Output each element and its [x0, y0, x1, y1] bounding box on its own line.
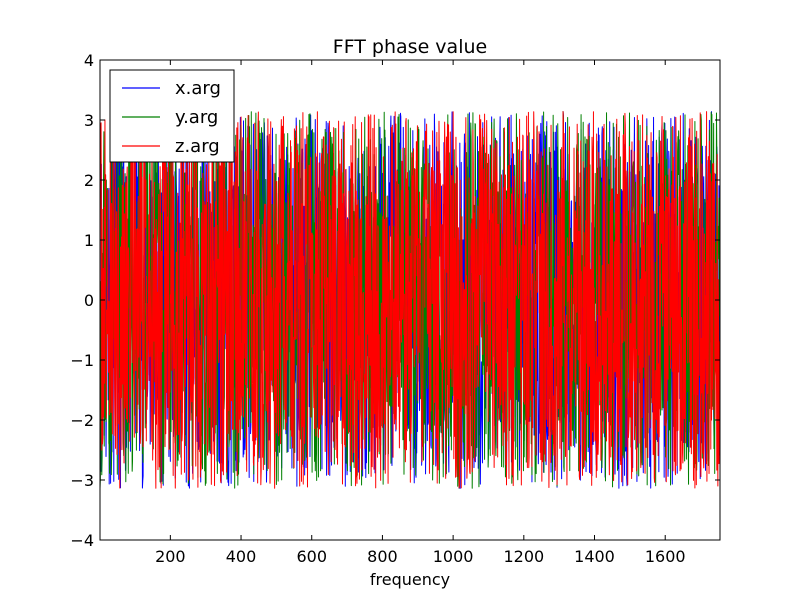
chart-title: FFT phase value: [333, 36, 487, 58]
series-group: [100, 111, 720, 489]
legend: x.arg y.arg z.arg: [109, 69, 235, 163]
y-tick-label: −3: [70, 471, 94, 490]
x-tick-label: 1200: [503, 547, 544, 566]
x-tick-label: 200: [155, 547, 186, 566]
x-tick-label: 1000: [433, 547, 474, 566]
y-tick-label: 1: [84, 231, 94, 250]
legend-label-x-arg: x.arg: [175, 78, 221, 99]
y-tick-label: 2: [84, 171, 94, 190]
x-axis-label: frequency: [370, 570, 450, 589]
y-tick-label: 0: [84, 291, 94, 310]
plot-area: 200 400 600 800 1000 1200 1400 1600 −4 −3 −2 −1 0 1 2…: [70, 51, 721, 566]
y-axis: −4 −3 −2 −1 0 1 2 3 4: [70, 51, 720, 550]
x-tick-label: 400: [226, 547, 257, 566]
y-tick-label: 4: [84, 51, 94, 70]
x-tick-label: 800: [367, 547, 398, 566]
y-tick-label: −1: [70, 351, 94, 370]
y-tick-label: 3: [84, 111, 94, 130]
x-tick-label: 1600: [645, 547, 686, 566]
legend-label-y-arg: y.arg: [175, 107, 218, 128]
legend-label-z-arg: z.arg: [175, 136, 220, 157]
legend-box: [109, 69, 235, 163]
x-axis: 200 400 600 800 1000 1200 1400 1600: [155, 60, 686, 566]
y-tick-label: −4: [70, 531, 94, 550]
x-tick-label: 600: [296, 547, 327, 566]
series-line-z-arg: [100, 111, 720, 489]
y-tick-label: −2: [70, 411, 94, 430]
x-tick-label: 1400: [574, 547, 615, 566]
